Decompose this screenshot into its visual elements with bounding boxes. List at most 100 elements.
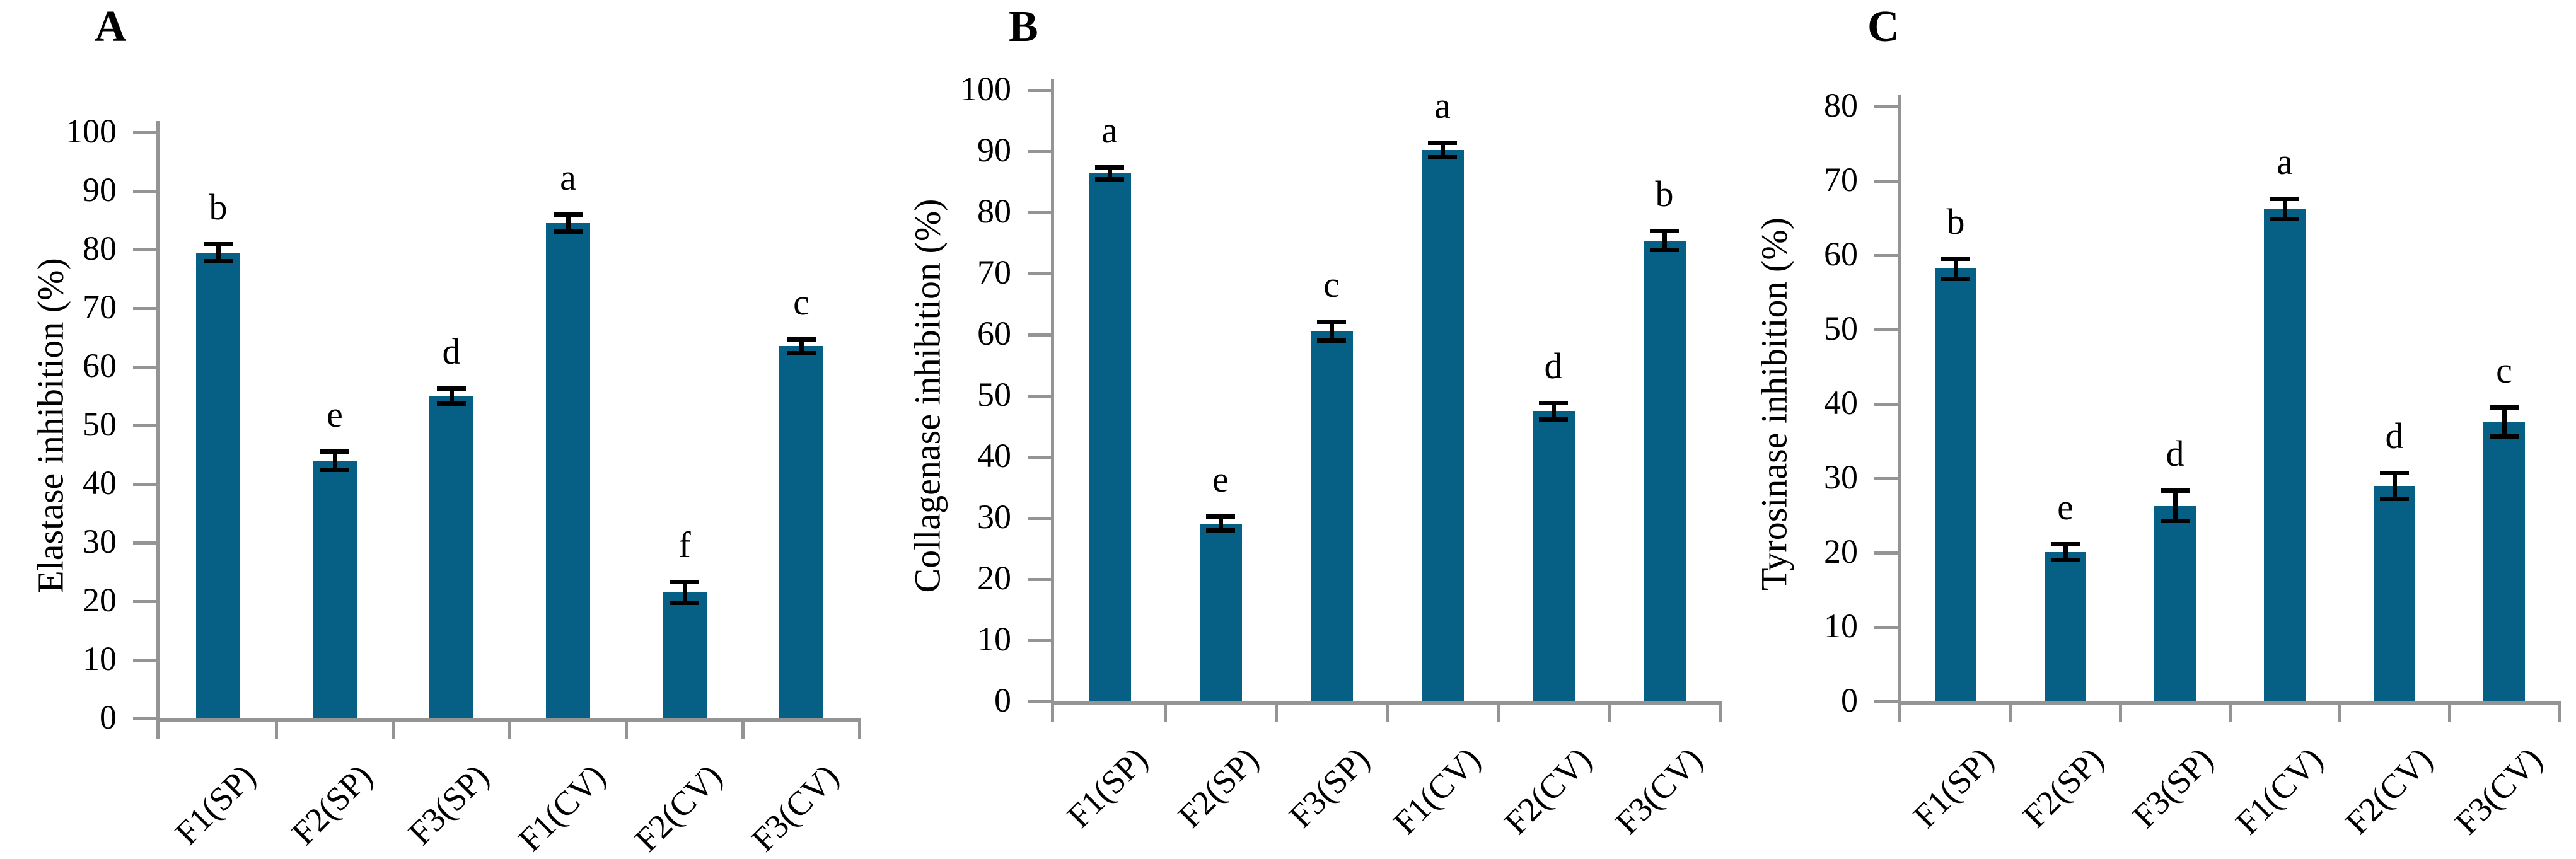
error-bar-line [333,451,337,470]
x-tick [2229,701,2232,722]
error-bar-cap-bottom [670,601,699,605]
y-tick-label: 70 [1824,161,1858,199]
error-bar-cap-top [1095,165,1124,170]
y-tick [133,366,160,369]
error-bar-cap-bottom [1317,338,1346,343]
sig-letter: e [2057,487,2074,528]
error-bar-cap-bottom [437,401,466,406]
x-tick [2558,701,2561,722]
y-axis-line [1051,79,1054,719]
error-bar-cap-top [320,449,349,454]
bar-f2cv [1533,411,1575,701]
error-bar-line [683,582,687,603]
error-bar-line [2393,473,2397,499]
bar-f1cv [546,223,590,718]
y-tick [133,659,160,662]
y-tick-label: 0 [1841,681,1858,719]
y-tick-label: 20 [1824,533,1858,570]
error-bar-line [1552,403,1556,420]
x-category-label: F3(CV) [1608,740,1710,842]
y-tick-label: 60 [1824,235,1858,273]
y-tick [133,541,160,545]
error-bar-line [216,244,221,262]
y-tick-label: 30 [83,522,117,560]
y-tick [1028,89,1054,92]
x-tick [2009,701,2012,722]
y-tick [1028,150,1054,153]
panel-letter-a: A [95,3,127,51]
error-bar-cap-top [1428,141,1457,145]
x-tick [1608,701,1611,722]
y-tick-label: 60 [83,347,117,384]
error-bar-cap-top [2380,471,2409,475]
y-tick [1028,517,1054,520]
y-tick-label: 50 [83,405,117,443]
sig-letter: b [1655,173,1674,214]
sig-letter: d [442,331,461,372]
y-tick-label: 80 [1824,86,1858,124]
x-tick [275,718,278,739]
sig-letter: c [2496,350,2512,391]
error-bar-line [450,388,454,404]
error-bar-cap-bottom [2270,217,2299,221]
sig-letter: a [2277,141,2293,182]
y-tick [1028,578,1054,581]
y-tick [1028,456,1054,459]
y-tick [1874,328,1901,331]
error-bar-line [566,214,571,232]
x-tick [508,718,511,739]
bar-f1sp [196,253,240,718]
error-bar-cap-top [204,242,233,246]
sig-letter: a [1434,85,1451,126]
sig-letter: d [1544,345,1563,386]
y-tick-label: 80 [977,192,1011,230]
sig-letter: b [1946,201,1965,242]
y-tick [1028,639,1054,642]
x-tick [741,718,745,739]
error-bar-cap-top [1650,229,1679,233]
error-bar-line [1954,258,1958,279]
chart-panel-collagenase: B Collagenase inhibition (%) 0 10 20 30 40 50… [883,0,1727,851]
bar-f2cv [2374,486,2415,701]
error-bar-cap-top [2490,405,2519,410]
y-tick-label: 10 [83,640,117,677]
bar-f3cv [779,346,823,718]
y-tick-label: 80 [83,229,117,267]
sig-letter: a [1101,110,1118,151]
error-bar-cap-top [1317,320,1346,324]
x-tick [1497,701,1500,722]
bar-f3sp [2154,506,2196,701]
y-tick-label: 70 [83,288,117,326]
y-tick-label: 20 [977,559,1011,597]
x-tick [625,718,628,739]
x-category-label: F2(CV) [627,757,730,859]
y-tick-label: 0 [100,698,117,736]
x-category-label: F2(CV) [1497,740,1599,842]
y-tick-label: 60 [977,314,1011,352]
bar-f3cv [1644,241,1686,701]
error-bar-cap-bottom [1095,177,1124,182]
sig-letter: a [560,157,576,198]
panel-letter-b: B [1009,3,1038,51]
error-bar-cap-bottom [2380,497,2409,501]
sig-letter: d [2166,433,2184,474]
bar-f3sp [429,396,473,718]
bar-f2sp [313,461,357,718]
x-category-label: F1(SP) [168,757,264,852]
y-tick-label: 90 [977,131,1011,169]
y-tick [1874,551,1901,555]
sig-letter: c [1323,264,1340,305]
chart-panel-tyrosinase: C Tyrosinase inhibition (%) 0 10 20 30 40 50 6… [1727,0,2576,851]
x-category-label: F1(SP) [1906,740,2001,835]
error-bar-cap-bottom [1539,417,1568,422]
x-category-label: F3(CV) [744,757,847,859]
error-bar-line [1330,321,1334,341]
sig-letter: d [2385,415,2404,456]
y-tick [1874,477,1901,480]
error-bar-cap-top [2161,488,2190,493]
y-tick-label: 40 [1824,384,1858,422]
y-tick [133,483,160,486]
error-bar-cap-top [437,386,466,391]
error-bar-cap-top [2270,197,2299,201]
